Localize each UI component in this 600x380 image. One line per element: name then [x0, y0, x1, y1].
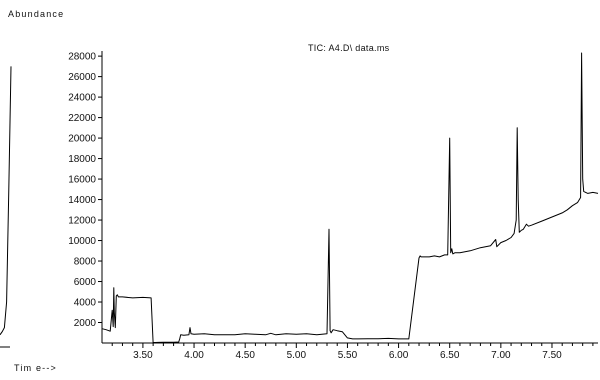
x-tick-label: 7.50	[542, 350, 562, 361]
x-tick-label: 5.50	[338, 350, 358, 361]
y-tick-label: 12000	[68, 216, 96, 227]
y-axis-label: Abundance	[8, 9, 64, 19]
y-tick-label: 8000	[74, 257, 97, 268]
clipped-prior-peak-trace	[0, 66, 12, 336]
x-tick-label: 6.50	[440, 350, 460, 361]
y-tick-label: 6000	[74, 277, 97, 288]
y-tick-label: 24000	[68, 93, 96, 104]
chart-title: TIC: A4.D\ data.ms	[308, 43, 390, 53]
y-tick-label: 16000	[68, 175, 96, 186]
y-tick-label: 18000	[68, 154, 96, 165]
x-tick-label: 6.00	[389, 350, 409, 361]
plot-area	[0, 52, 599, 343]
chromatogram-trace	[101, 52, 599, 343]
y-tick-label: 20000	[68, 134, 96, 145]
y-tick-label: 28000	[68, 52, 96, 63]
x-tick-label: 4.50	[235, 350, 255, 361]
y-tick-label: 22000	[68, 113, 96, 124]
axes: 2000 4000 6000 8000 10000 12000 14000 16000 1800…	[0, 51, 598, 361]
y-tick-label: 26000	[68, 72, 96, 83]
y-tick-label: 4000	[74, 298, 97, 309]
x-tick-label: 5.00	[287, 350, 307, 361]
x-axis-label: Tim e-->	[14, 363, 57, 373]
y-tick-label: 2000	[74, 318, 97, 329]
y-tick-label: 14000	[68, 195, 96, 206]
x-tick-label: 3.50	[133, 350, 153, 361]
y-tick-label: 10000	[68, 236, 96, 247]
x-tick-label: 4.00	[184, 350, 204, 361]
x-tick-label: 7.00	[491, 350, 511, 361]
